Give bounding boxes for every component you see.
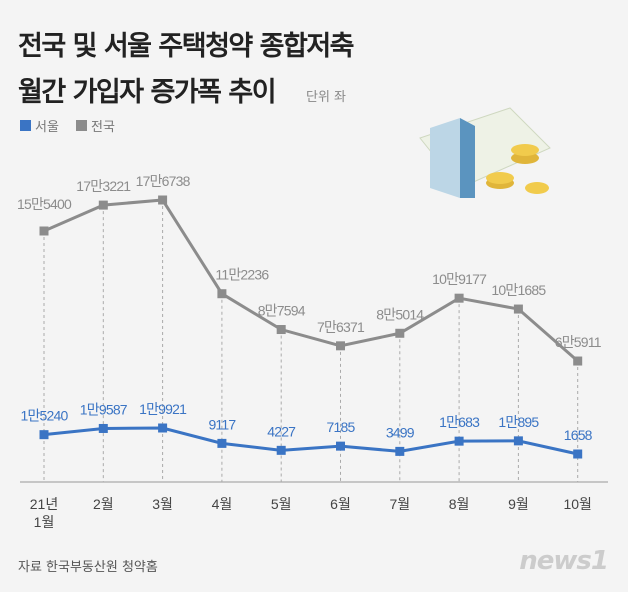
x-tick-label: 7월 bbox=[389, 496, 410, 512]
data-label: 8만5014 bbox=[376, 306, 424, 322]
legend-swatch bbox=[76, 120, 87, 131]
data-label: 10만9177 bbox=[432, 271, 487, 287]
data-point bbox=[158, 195, 168, 205]
legend-seoul: 서울 bbox=[20, 116, 59, 135]
data-label: 1만5240 bbox=[20, 408, 68, 424]
data-label: 1만683 bbox=[439, 414, 480, 430]
data-point bbox=[395, 328, 405, 338]
data-point bbox=[336, 341, 345, 351]
line-chart: 21년 1월 2월 3월 4월 5월 6월 7월 8월 9월 10월 1만5240 1만9587 1만99… bbox=[17, 173, 608, 530]
series-line-0 bbox=[43, 426, 579, 456]
x-tick-label: 6월 bbox=[330, 496, 351, 512]
x-tick-label: 8월 bbox=[449, 496, 470, 512]
legend-national: 전국 bbox=[76, 116, 115, 135]
news1-logo: news1 bbox=[519, 546, 609, 576]
x-tick-label: 5월 bbox=[271, 496, 292, 512]
legend-swatch bbox=[20, 120, 31, 131]
legend-label: 서울 bbox=[35, 120, 59, 135]
data-point bbox=[395, 446, 405, 456]
data-point bbox=[39, 226, 49, 236]
data-label: 1만895 bbox=[498, 414, 539, 430]
data-label: 1만9587 bbox=[80, 401, 128, 417]
legend-label: 전국 bbox=[91, 120, 115, 135]
data-label: 6만5911 bbox=[555, 334, 602, 350]
data-label: 4227 bbox=[267, 423, 296, 439]
x-tick-label: 4월 bbox=[212, 496, 233, 512]
data-point bbox=[276, 325, 286, 335]
data-label: 10만1685 bbox=[491, 282, 546, 298]
data-label: 7185 bbox=[327, 419, 356, 435]
x-tick-label: 21년 1월 bbox=[30, 496, 58, 530]
data-label: 11만2236 bbox=[215, 267, 269, 283]
data-point bbox=[217, 438, 227, 448]
title-line2: 월간 가입자 증가폭 추이 bbox=[18, 77, 277, 108]
data-label: 9117 bbox=[208, 416, 236, 432]
x-tick-label: 9월 bbox=[508, 496, 529, 512]
x-tick-label: 3월 bbox=[152, 496, 173, 512]
data-label: 1658 bbox=[564, 427, 593, 443]
data-point bbox=[98, 423, 108, 433]
data-point bbox=[276, 445, 286, 455]
data-point bbox=[39, 430, 49, 440]
data-point bbox=[513, 436, 523, 446]
data-point bbox=[513, 304, 523, 314]
building-coins-illustration bbox=[419, 107, 551, 198]
data-point bbox=[454, 436, 464, 446]
data-label: 7만6371 bbox=[317, 319, 365, 335]
data-label: 15만5400 bbox=[17, 196, 72, 212]
data-point bbox=[573, 356, 583, 366]
data-label: 17만6738 bbox=[136, 173, 191, 189]
data-point bbox=[336, 441, 345, 451]
data-point bbox=[454, 293, 464, 303]
series-line-1 bbox=[43, 198, 579, 363]
data-point bbox=[217, 289, 227, 299]
title-line1: 전국 및 서울 주택청약 종합저축 bbox=[18, 31, 355, 62]
data-point bbox=[158, 423, 168, 433]
data-label: 1만9921 bbox=[139, 401, 187, 417]
data-point bbox=[573, 449, 583, 459]
source-note: 자료 한국부동산원 청약홈 bbox=[18, 560, 158, 575]
data-label: 3499 bbox=[386, 424, 415, 440]
data-point bbox=[98, 200, 108, 210]
x-tick-label: 2월 bbox=[93, 496, 114, 512]
data-label: 8만7594 bbox=[258, 303, 306, 319]
unit-label: 단위 좌 bbox=[306, 90, 347, 105]
data-label: 17만3221 bbox=[76, 178, 131, 194]
x-tick-label: 10월 bbox=[563, 496, 591, 512]
